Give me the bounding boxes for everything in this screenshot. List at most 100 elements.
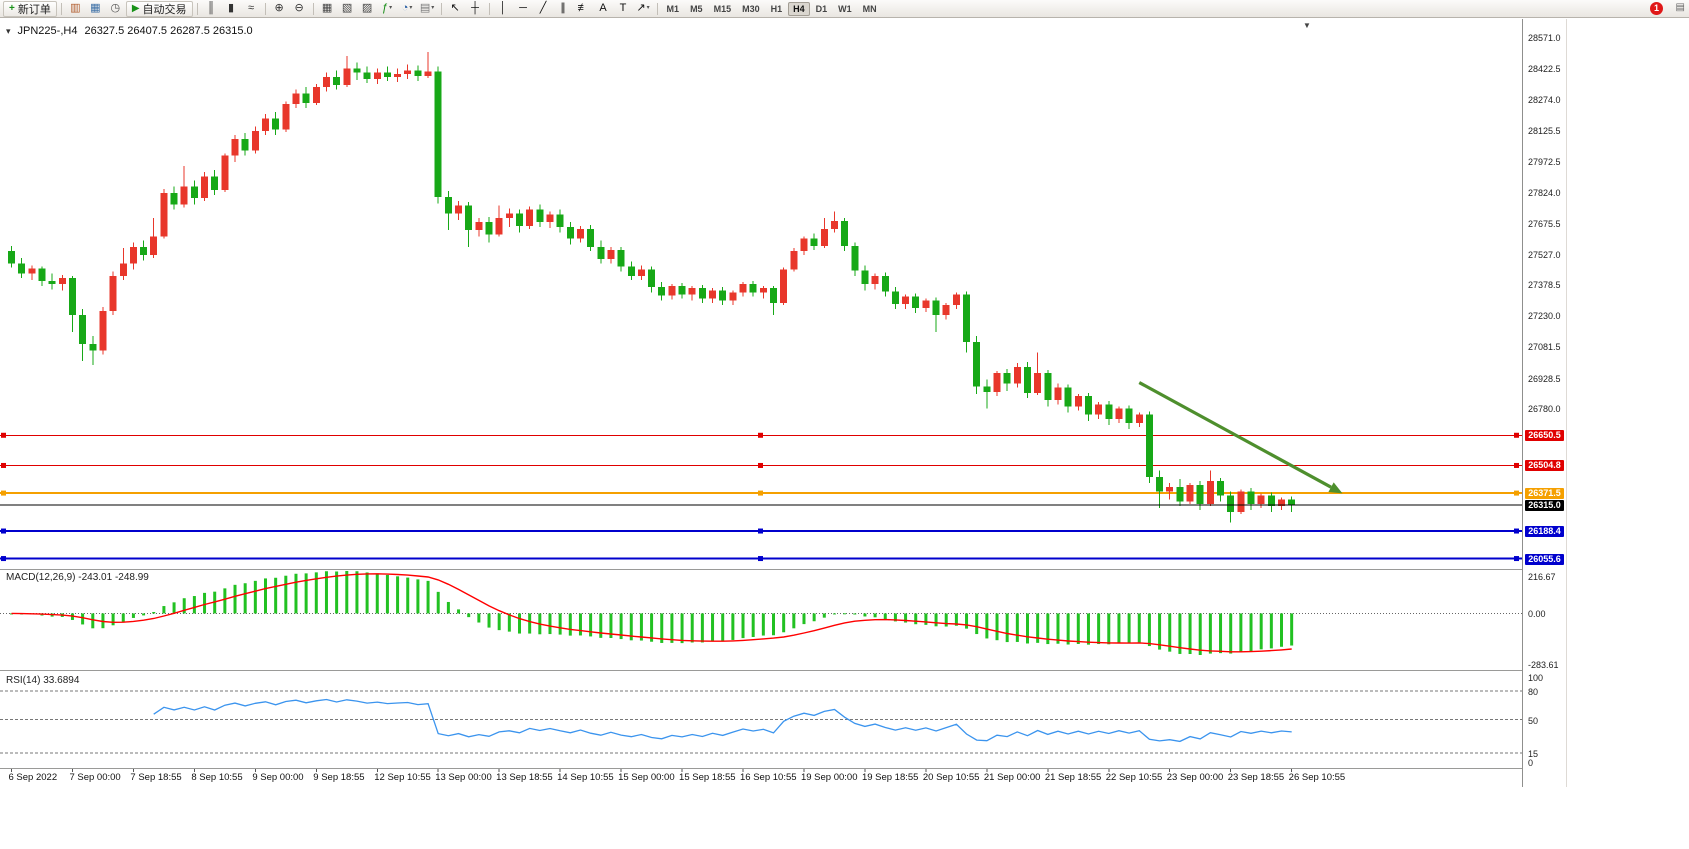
text-icon[interactable]: A xyxy=(599,2,607,14)
time-axis-label: 6 Sep 2022 xyxy=(8,772,58,783)
cursor-icon[interactable]: ↖ xyxy=(450,2,460,14)
price-axis-label: 26780.0 xyxy=(1528,404,1561,415)
macd-indicator-label: MACD(12,26,9) -243.01 -248.99 xyxy=(6,572,149,583)
equidistant-channel-icon[interactable]: ∥ xyxy=(560,2,566,14)
time-axis-label: 23 Sep 00:00 xyxy=(1166,772,1224,783)
chart-header: ▾ JPN225-,H4 26327.5 26407.5 26287.5 263… xyxy=(6,25,253,37)
periods-icon[interactable]: ◔ xyxy=(398,0,417,17)
chart-symbol-period: JPN225-,H4 xyxy=(17,25,78,37)
time-axis-separator xyxy=(0,768,1567,769)
rsi-axis-label: 0 xyxy=(1528,758,1534,768)
new-chart-icon[interactable]: ▥ xyxy=(70,2,81,14)
current-price-tag: 26315.0 xyxy=(1525,499,1564,511)
toolbar-separator xyxy=(60,2,62,15)
time-axis-label: 14 Sep 10:55 xyxy=(557,772,614,783)
time-axis-label: 23 Sep 18:55 xyxy=(1227,772,1285,783)
price-axis[interactable]: 28571.0 28422.5 28274.0 28125.5 27972.5 27824… xyxy=(1522,19,1567,787)
price-axis-label: 27824.0 xyxy=(1528,188,1561,199)
time-axis-label: 9 Sep 00:00 xyxy=(252,772,304,783)
price-axis-label: 26928.5 xyxy=(1528,373,1561,384)
timeframe-m1-button[interactable]: M1 xyxy=(666,3,680,14)
arrows-objects-icon[interactable]: ↗ xyxy=(634,0,653,17)
line-price-tag: 26650.5 xyxy=(1525,430,1564,442)
time-axis-label: 26 Sep 10:55 xyxy=(1288,772,1346,783)
time-axis-label: 22 Sep 10:55 xyxy=(1105,772,1163,783)
price-axis-label: 27378.5 xyxy=(1528,280,1561,291)
time-axis-label: 8 Sep 10:55 xyxy=(191,772,243,783)
macd-axis-label: 0.00 xyxy=(1528,609,1546,620)
timeframe-w1-button[interactable]: W1 xyxy=(838,3,852,14)
timeframe-m5-button[interactable]: M5 xyxy=(690,3,703,14)
toolbar-separator xyxy=(656,2,658,15)
templates-icon[interactable]: ▤ xyxy=(418,0,437,17)
arrange-charts-icon[interactable]: ▧ xyxy=(341,2,353,14)
time-axis-label: 21 Sep 00:00 xyxy=(983,772,1041,783)
one-click-trading-toggle[interactable]: ▾ xyxy=(6,25,11,36)
price-axis-label: 28125.5 xyxy=(1528,125,1561,136)
time-axis-label: 20 Sep 10:55 xyxy=(922,772,980,783)
timeframe-h1-button[interactable]: H1 xyxy=(770,3,783,14)
chart-ohlc-values: 26327.5 26407.5 26287.5 26315.0 xyxy=(84,25,253,37)
zoom-in-icon[interactable]: ⊕ xyxy=(274,2,284,14)
time-axis-label: 21 Sep 18:55 xyxy=(1044,772,1102,783)
vertical-line-icon[interactable]: │ xyxy=(499,2,507,14)
auto-scroll-icon[interactable]: ▨ xyxy=(361,2,373,14)
trendline-icon[interactable]: ╱ xyxy=(539,2,547,14)
timeframe-d1-button[interactable]: D1 xyxy=(815,3,828,14)
chart-window: 28571.0 28422.5 28274.0 28125.5 27972.5 27824… xyxy=(0,19,1689,849)
rsi-axis-label: 15 xyxy=(1528,748,1539,759)
bar-chart-icon[interactable]: ║ xyxy=(207,2,215,14)
fibonacci-icon[interactable]: ≢ xyxy=(577,2,589,14)
timeframe-h4-button[interactable]: H4 xyxy=(788,1,810,16)
notification-badge[interactable]: 1 xyxy=(1650,2,1663,15)
chart-shift-marker[interactable]: ▼ xyxy=(1303,21,1311,30)
price-axis-label: 27081.5 xyxy=(1528,341,1561,352)
line-chart-icon[interactable]: ≈ xyxy=(248,2,255,14)
text-label-icon[interactable]: T xyxy=(619,2,627,14)
crosshair-icon[interactable]: ┼ xyxy=(471,2,479,14)
time-axis-label: 13 Sep 00:00 xyxy=(435,772,492,783)
tile-windows-icon[interactable]: ▦ xyxy=(321,2,333,14)
toolbar-separator xyxy=(440,2,442,15)
line-price-tag: 26055.6 xyxy=(1525,553,1564,565)
toolbar-separator xyxy=(312,2,314,15)
price-axis-label: 27972.5 xyxy=(1528,157,1561,168)
panel-separator[interactable] xyxy=(0,569,1567,570)
time-axis-label: 19 Sep 00:00 xyxy=(800,772,858,783)
time-axis[interactable]: 6 Sep 2022 7 Sep 00:00 7 Sep 18:55 8 Sep 10… xyxy=(0,772,1567,788)
timeframe-m30-button[interactable]: M30 xyxy=(742,3,760,14)
chart-plot-area[interactable] xyxy=(0,19,1522,787)
zoom-out-icon[interactable]: ⊖ xyxy=(294,2,304,14)
panel-separator[interactable] xyxy=(0,670,1567,671)
trend-arrow[interactable] xyxy=(1138,381,1343,494)
profiles-icon[interactable]: ▦ xyxy=(90,2,101,14)
autotrading-button-label: 自动交易 xyxy=(142,3,187,16)
toolbar-items: +新订单▥▦◷▶自动交易║▮≈⊕⊖▦▧▨ƒ◔▤↖┼│─╱∥≢AT↗M1M5M15… xyxy=(0,0,1689,17)
time-axis-label: 16 Sep 10:55 xyxy=(740,772,797,783)
indicators-icon[interactable]: ƒ xyxy=(378,0,397,17)
timeframe-mn-button[interactable]: MN xyxy=(862,3,877,14)
line-price-tag: 26371.5 xyxy=(1525,488,1564,500)
price-axis-label: 28274.0 xyxy=(1528,94,1561,105)
rsi-axis-label: 50 xyxy=(1528,715,1539,726)
rsi-axis-label: 80 xyxy=(1528,687,1539,697)
toolbar-separator xyxy=(196,2,198,15)
toolbar-separator xyxy=(488,2,490,15)
time-axis-label: 7 Sep 18:55 xyxy=(130,772,182,783)
toolbar-more-icon[interactable]: ▤ xyxy=(1675,2,1685,13)
history-clock-icon[interactable]: ◷ xyxy=(110,2,121,14)
rsi-axis-label: 100 xyxy=(1528,673,1544,683)
timeframe-m15-button[interactable]: M15 xyxy=(713,3,732,14)
candlestick-chart-icon[interactable]: ▮ xyxy=(228,2,235,14)
new-order-button[interactable]: + 新订单 xyxy=(3,0,57,17)
price-axis-label: 27230.0 xyxy=(1528,311,1561,322)
line-price-tag: 26504.8 xyxy=(1525,460,1564,472)
new-order-icon: + xyxy=(9,3,15,14)
autotrading-icon: ▶ xyxy=(131,3,140,14)
price-axis-label: 27675.5 xyxy=(1528,218,1561,229)
autotrading-button[interactable]: ▶ 自动交易 xyxy=(125,0,193,17)
time-axis-label: 12 Sep 10:55 xyxy=(374,772,431,783)
horizontal-line-icon[interactable]: ─ xyxy=(519,2,527,14)
macd-axis-label: -283.61 xyxy=(1528,660,1559,670)
time-axis-label: 15 Sep 18:55 xyxy=(679,772,736,783)
